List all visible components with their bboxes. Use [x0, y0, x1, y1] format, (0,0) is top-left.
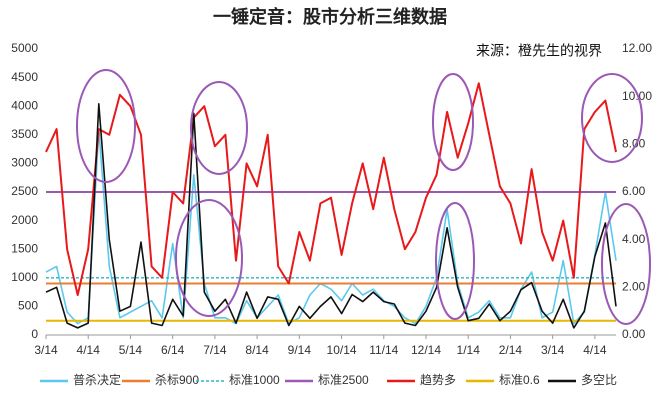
x-tick-label: 10/14	[327, 343, 357, 357]
x-tick-label: 2/14	[499, 343, 523, 357]
series-line	[45, 103, 617, 329]
x-tick-label: 7/14	[203, 343, 227, 357]
y-tick-label: 1500	[11, 241, 38, 255]
legend-label: 普杀决定	[73, 372, 121, 387]
legend-label: 标准1000	[229, 373, 280, 387]
x-tick-label: 6/14	[161, 343, 185, 357]
annotation: 来源：橙先生的视界	[476, 43, 602, 59]
y2-tick-label: 0.00	[622, 327, 646, 341]
x-tick-label: 5/14	[119, 343, 143, 357]
y-tick-label: 2000	[11, 213, 38, 227]
x-tick-label: 11/14	[369, 343, 398, 357]
y2-tick-label: 4.00	[622, 232, 646, 246]
legend-label: 多空比	[581, 373, 617, 387]
plot: 0 500 1000 1500 2000 2500 3000 3500 4000 4500 5000…	[11, 41, 652, 357]
x-tick-label: 3/14	[541, 343, 565, 357]
legend-label: 标准2500	[318, 373, 369, 387]
highlight-circle	[435, 202, 475, 320]
y2-tick-label: 2.00	[622, 280, 646, 294]
y-tick-label: 4500	[11, 70, 38, 84]
highlight-circle	[432, 73, 474, 171]
y-tick-label: 1000	[11, 270, 38, 284]
series-line	[45, 82, 617, 296]
y-tick-label: 3500	[11, 127, 38, 141]
legend-label: 杀标900	[155, 372, 199, 387]
chart-title: 一锤定音：股市分析三维数据	[213, 6, 447, 27]
highlight-circle	[76, 69, 136, 183]
y2-tick-label: 6.00	[622, 184, 646, 198]
x-tick-label: 4/14	[77, 343, 101, 357]
x-tick-label: 9/14	[288, 343, 312, 357]
highlight-circle	[601, 203, 651, 325]
y-tick-label: 4000	[11, 98, 38, 112]
highlight-circle	[175, 199, 243, 317]
highlight-circles	[76, 69, 651, 325]
highlight-circle	[581, 73, 643, 163]
y2-tick-label: 8.00	[622, 137, 646, 151]
series-line	[45, 128, 617, 325]
y-tick-label: 3000	[11, 156, 38, 170]
x-tick-label: 3/14	[34, 343, 58, 357]
x-tick-label: 1/14	[457, 343, 481, 357]
x-tick-label: 12/14	[411, 343, 441, 357]
y-tick-label: 0	[31, 327, 38, 341]
legend-label: 标准0.6	[499, 373, 540, 387]
y2-tick-label: 12.00	[622, 41, 652, 55]
x-tick-label: 8/14	[245, 343, 269, 357]
highlight-circle	[190, 81, 248, 175]
y-tick-label: 5000	[11, 41, 38, 55]
y-tick-label: 500	[18, 299, 38, 313]
x-tick-label: 4/14	[583, 343, 607, 357]
legend-label: 趋势多	[420, 373, 456, 387]
y-tick-label: 2500	[11, 184, 38, 198]
